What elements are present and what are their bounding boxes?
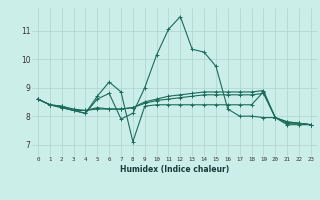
X-axis label: Humidex (Indice chaleur): Humidex (Indice chaleur) <box>120 165 229 174</box>
